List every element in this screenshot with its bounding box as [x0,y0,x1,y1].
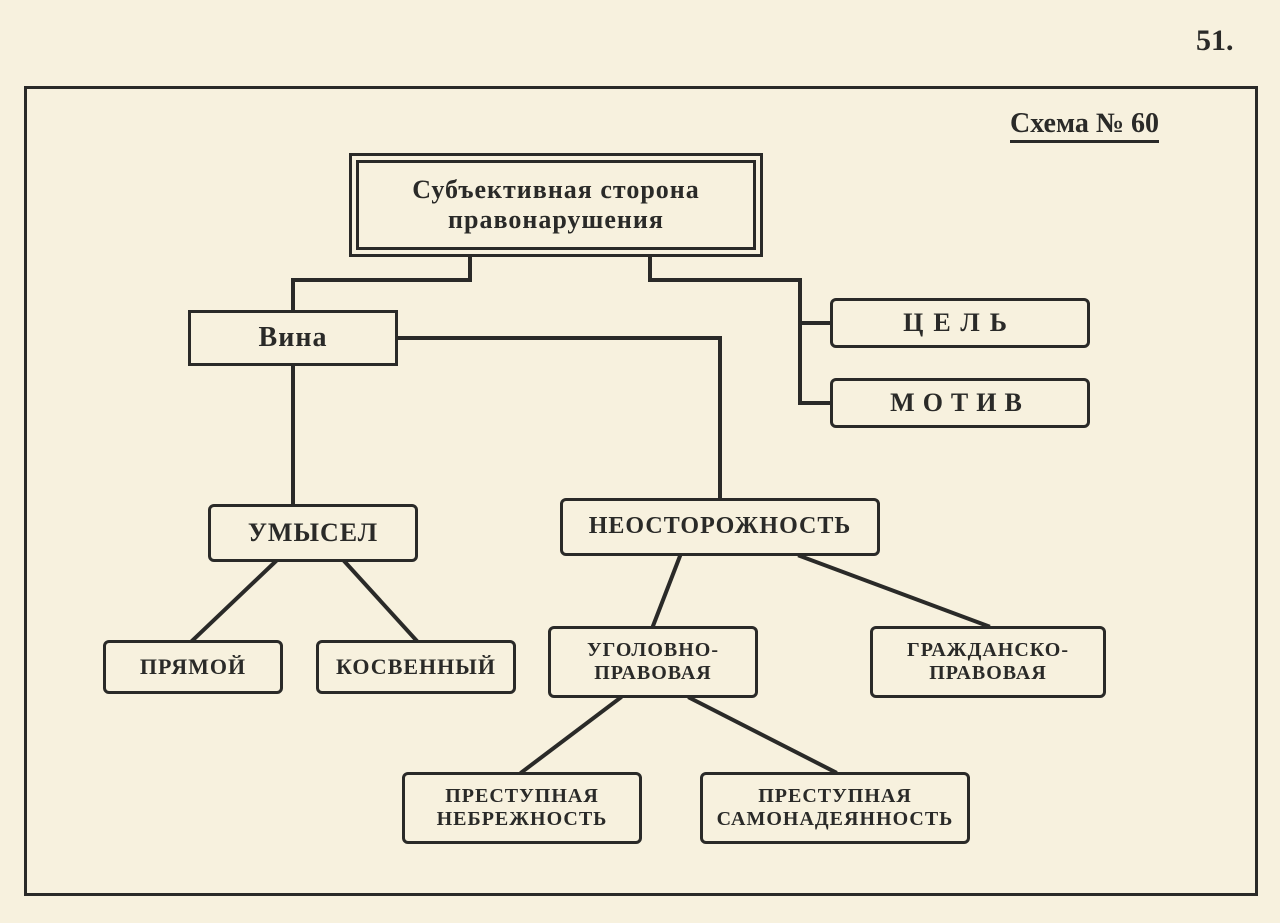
node-ugol: УГОЛОВНО-ПРАВОВАЯ [548,626,758,698]
node-root: Субъективная сторонаправонарушения [356,160,756,250]
diagram-stage: 51. Схема № 60 Субъективная сторонаправо… [0,0,1280,923]
node-grazh: ГРАЖДАНСКО-ПРАВОВАЯ [870,626,1106,698]
node-umysel: УМЫСЕЛ [208,504,418,562]
node-neost: НЕОСТОРОЖНОСТЬ [560,498,880,556]
node-pryam: ПРЯМОЙ [103,640,283,694]
node-kosv: КОСВЕННЫЙ [316,640,516,694]
node-tsel: ЦЕЛЬ [830,298,1090,348]
node-motiv: МОТИВ [830,378,1090,428]
node-vina: Вина [188,310,398,366]
page-number: 51. [1196,24,1234,58]
node-nebr: ПРЕСТУПНАЯНЕБРЕЖНОСТЬ [402,772,642,844]
node-samon: ПРЕСТУПНАЯСАМОНАДЕЯННОСТЬ [700,772,970,844]
